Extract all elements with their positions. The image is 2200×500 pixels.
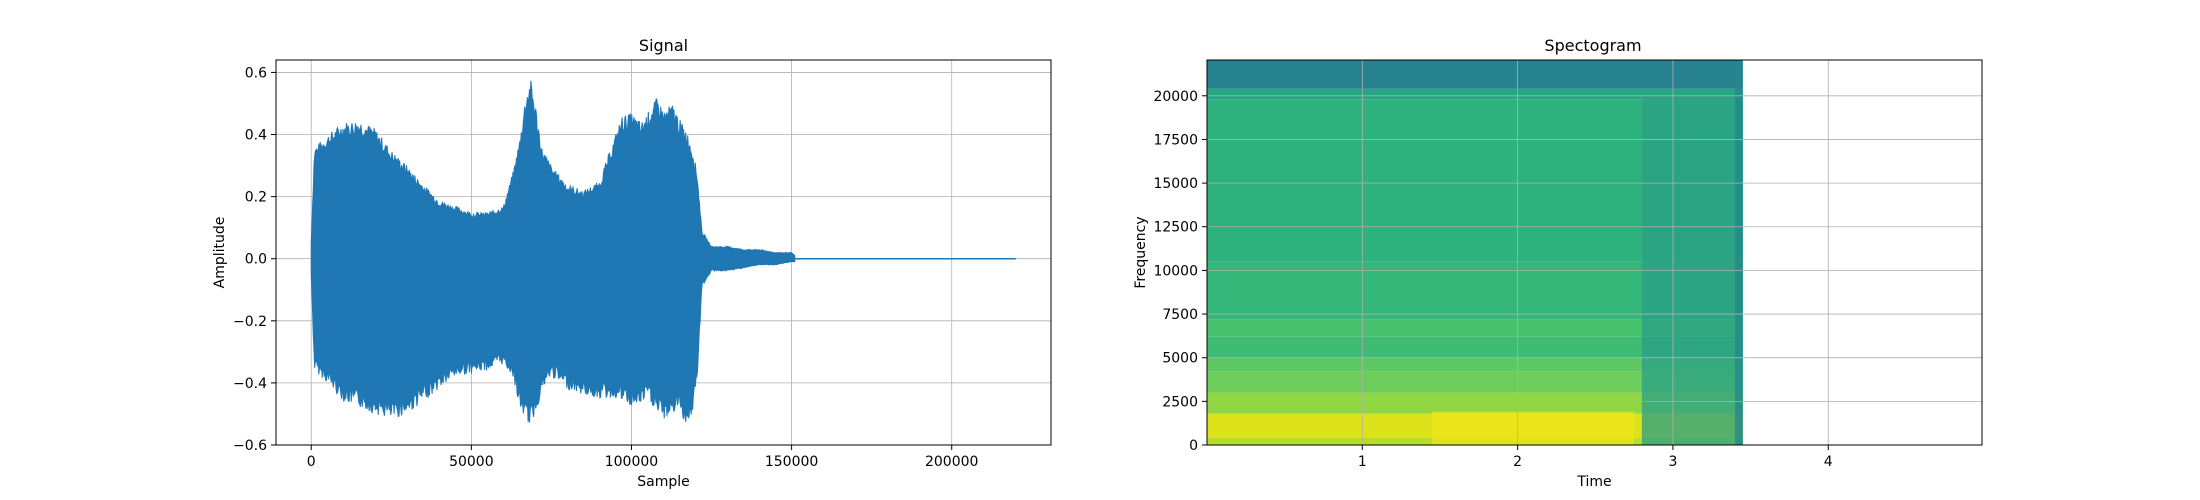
signal-y-tick-label-5: 0.4 (245, 128, 267, 144)
signal-y-tick-label-2: −0.2 (233, 314, 267, 330)
spectrogram-x-ticks: 1 2 3 4 (1358, 445, 1833, 470)
spectrogram-band-3 (1207, 371, 1743, 393)
signal-x-tick-label-2: 100000 (605, 454, 658, 470)
spectrogram-region-2 (1735, 60, 1743, 445)
spectrogram-band-9 (1207, 88, 1743, 100)
spectrogram-x-tick-label-3: 4 (1824, 454, 1833, 470)
signal-y-label: Amplitude (212, 217, 228, 289)
spectrogram-band-6 (1207, 319, 1743, 337)
spectrogram-y-tick-label-6: 15000 (1153, 176, 1198, 192)
spectrogram-y-tick-label-4: 10000 (1153, 263, 1198, 279)
spectrogram-x-tick-label-1: 2 (1513, 454, 1522, 470)
signal-x-ticks: 0 50000 100000 150000 200000 (307, 445, 978, 470)
spectrogram-x-tick-label-0: 1 (1358, 454, 1367, 470)
spectrogram-y-tick-label-0: 0 (1189, 438, 1198, 454)
signal-y-tick-label-0: −0.6 (233, 438, 267, 454)
signal-y-tick-label-6: 0.6 (245, 65, 267, 81)
signal-x-tick-label-3: 150000 (765, 454, 818, 470)
signal-waveform (310, 80, 796, 423)
spectrogram-y-tick-label-8: 20000 (1153, 89, 1198, 105)
spectrogram-axes-frame (1206, 59, 1983, 446)
spectrogram-plot: Spectogram 1 2 3 4 0 2500 5000 7500 10000 12500 1… (1133, 36, 1983, 490)
spectrogram-title: Spectogram (1544, 36, 1641, 55)
signal-plot: Signal 0 50000 100000 150000 200000 −0.6 −0.4… (212, 36, 1052, 490)
signal-y-tick-label-4: 0.2 (245, 190, 267, 206)
spectrogram-heatmap (1207, 60, 1743, 446)
spectrogram-x-tick-label-2: 3 (1668, 454, 1677, 470)
spectrogram-y-tick-label-3: 7500 (1162, 307, 1198, 323)
spectrogram-y-tick-label-7: 17500 (1153, 132, 1198, 148)
spectrogram-band-10 (1207, 60, 1743, 89)
spectrogram-y-tick-label-1: 2500 (1162, 394, 1198, 410)
signal-x-tick-label-4: 200000 (925, 454, 978, 470)
spectrogram-y-ticks: 0 2500 5000 7500 10000 12500 15000 17500 20000 (1153, 89, 1207, 454)
signal-axes-frame (275, 59, 1052, 446)
signal-title: Signal (639, 36, 688, 55)
signal-x-tick-label-0: 0 (307, 454, 316, 470)
spectrogram-y-tick-label-2: 5000 (1162, 351, 1198, 367)
spectrogram-region-0 (1432, 411, 1635, 445)
signal-x-label: Sample (637, 474, 690, 490)
spectrogram-band-2 (1207, 392, 1743, 414)
signal-x-tick-label-1: 50000 (449, 454, 494, 470)
signal-y-tick-label-3: 0.0 (245, 252, 267, 268)
spectrogram-y-label: Frequency (1133, 216, 1149, 288)
signal-y-ticks: −0.6 −0.4 −0.2 0.0 0.2 0.4 0.6 (233, 65, 276, 454)
spectrogram-band-4 (1207, 357, 1743, 372)
spectrogram-band-5 (1207, 336, 1743, 358)
spectrogram-y-tick-label-5: 12500 (1153, 220, 1198, 236)
spectrogram-x-label: Time (1576, 474, 1611, 490)
signal-y-tick-label-1: −0.4 (233, 376, 267, 392)
